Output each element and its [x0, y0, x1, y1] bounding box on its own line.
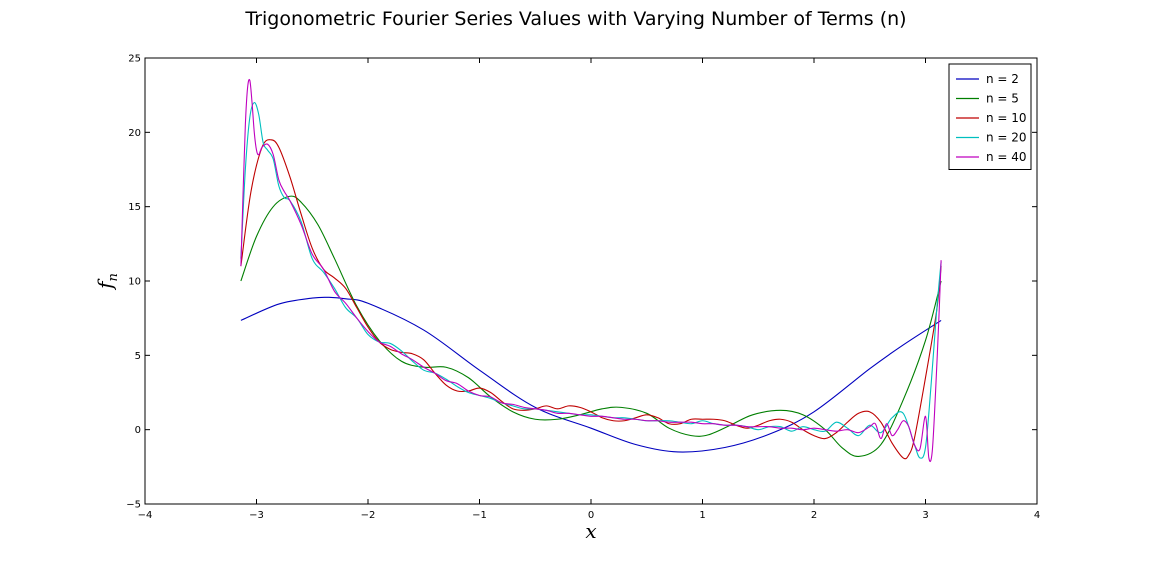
legend-label-1: n = 2: [986, 72, 1019, 86]
legend-label-2: n = 5: [986, 92, 1019, 106]
x-tick-label: −1: [472, 510, 487, 521]
x-tick-label: −4: [138, 510, 153, 521]
legend-label-5: n = 40: [986, 150, 1027, 164]
y-axis-label: fn: [93, 273, 121, 291]
x-tick-label: 4: [1034, 510, 1040, 521]
series-line-4: [240, 102, 942, 459]
y-tick-label: 15: [128, 202, 141, 213]
series-line-5: [240, 78, 942, 463]
y-tick-label: 0: [135, 425, 141, 436]
y-tick-label: 20: [128, 128, 141, 139]
legend-label-4: n = 20: [986, 131, 1027, 145]
plot-lines: [240, 78, 942, 463]
y-tick-label: 10: [128, 277, 141, 288]
x-axis-label: x: [585, 519, 596, 543]
plot-frame: [144, 57, 1038, 505]
y-tick-label: −5: [126, 500, 141, 511]
chart-title: Trigonometric Fourier Series Values with…: [245, 8, 907, 30]
x-tick-label: −3: [249, 510, 264, 521]
x-tick-label: 0: [588, 510, 594, 521]
series-line-2: [240, 195, 942, 457]
legend-box: [948, 63, 1032, 170]
x-tick-label: 2: [811, 510, 817, 521]
x-tick-label: 1: [699, 510, 705, 521]
axis-ticks: −4 −3 −2 −1 0 1 2 3 4 −5 0 5 10 15 20 25: [126, 54, 1040, 522]
legend: n = 2 n = 5 n = 10 n = 20 n = 40: [948, 63, 1032, 170]
series-line-1: [240, 296, 942, 453]
x-tick-label: 3: [922, 510, 928, 521]
y-tick-label: 25: [128, 54, 141, 65]
y-tick-label: 5: [135, 351, 141, 362]
x-tick-label: −2: [361, 510, 376, 521]
legend-label-3: n = 10: [986, 111, 1027, 125]
